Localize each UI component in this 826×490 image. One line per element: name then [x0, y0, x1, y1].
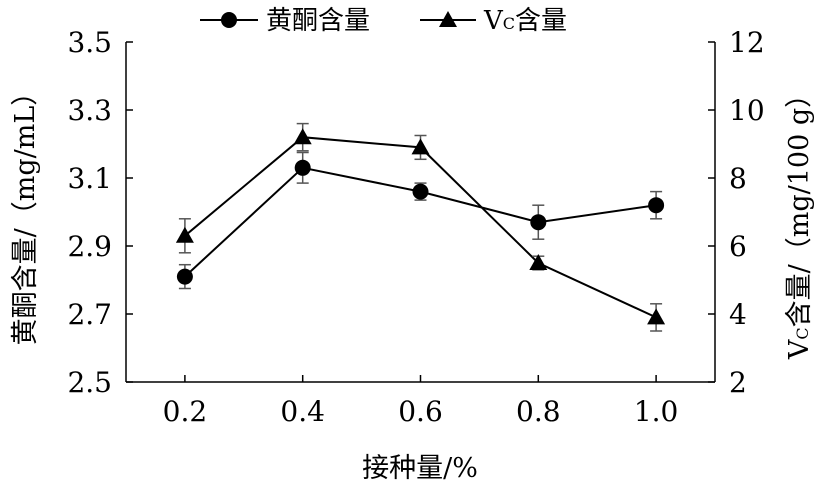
left-axis-title: 黄酮含量/（mg/mL） — [10, 79, 41, 346]
series-layer — [175, 122, 666, 332]
data-point — [176, 268, 193, 285]
right-axis-title: VC含量/（mg/100 g） — [784, 81, 815, 360]
data-point — [529, 254, 548, 270]
legend-label-vc: VC含量 — [483, 6, 567, 36]
x-tick-label: 0.2 — [163, 395, 208, 428]
legend-marker-vc — [439, 11, 457, 27]
data-point — [293, 128, 312, 145]
x-tick-label: 0.6 — [398, 395, 443, 428]
left-tick-label: 2.7 — [67, 298, 112, 331]
series-line — [184, 136, 657, 319]
right-tick-label: 4 — [729, 298, 747, 331]
left-tick-label: 3.1 — [67, 162, 112, 195]
data-point — [175, 226, 194, 243]
data-point — [648, 197, 665, 214]
left-tick-label: 2.9 — [67, 230, 112, 263]
data-point — [412, 183, 429, 200]
right-tick-label: 2 — [729, 366, 747, 399]
right-axis-ticks: 2 4 6 8 10 12 — [708, 26, 765, 399]
right-tick-label: 12 — [729, 26, 765, 59]
data-point — [530, 214, 547, 231]
series-vc — [175, 122, 666, 332]
left-axis-ticks: 2.5 2.7 2.9 3.1 3.3 3.5 — [67, 26, 133, 399]
x-axis-title: 接种量/% — [362, 453, 478, 484]
legend-label-flavonoid: 黄酮含量 — [266, 6, 370, 36]
left-tick-label: 3.5 — [67, 26, 112, 59]
legend-marker-flavonoid — [221, 12, 237, 28]
left-tick-label: 3.3 — [67, 94, 112, 127]
data-point — [647, 308, 666, 325]
legend: 黄酮含量 VC含量 — [200, 6, 567, 36]
right-tick-label: 8 — [729, 162, 747, 195]
x-tick-label: 1.0 — [634, 395, 679, 428]
x-tick-label: 0.4 — [280, 395, 325, 428]
x-axis-ticks: 0.2 0.4 0.6 0.8 1.0 — [163, 375, 679, 428]
series-flavonoid — [176, 151, 665, 290]
left-tick-label: 2.5 — [67, 366, 112, 399]
x-tick-label: 0.8 — [516, 395, 561, 428]
data-point — [411, 138, 430, 155]
right-tick-label: 10 — [729, 94, 765, 127]
right-tick-label: 6 — [729, 230, 747, 263]
data-point — [294, 159, 311, 176]
